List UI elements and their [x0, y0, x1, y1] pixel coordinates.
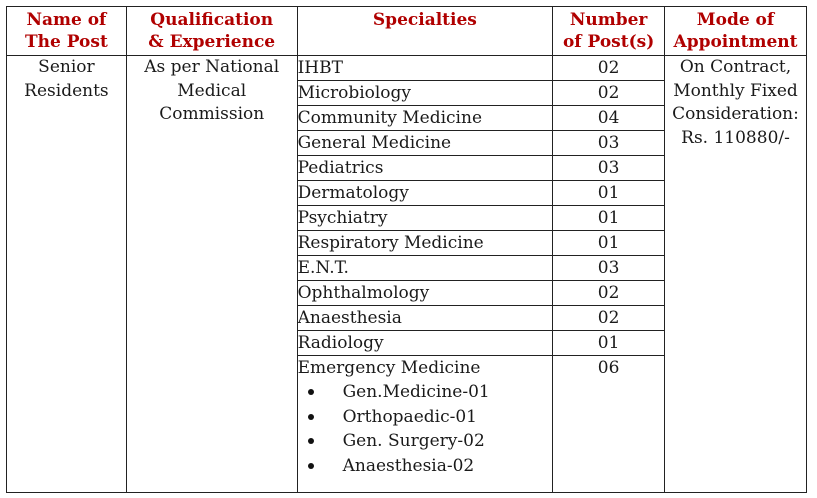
list-item: Anaesthesia-02	[298, 454, 553, 479]
mode-line: Monthly Fixed	[673, 80, 798, 101]
posts-count-cell: 03	[552, 130, 666, 156]
header-mode-of-appointment: Mode of Appointment	[664, 6, 807, 56]
list-item-label: Gen.Medicine-01	[342, 382, 490, 402]
header-line: Number	[569, 10, 648, 30]
table-row: Dermatology 01	[7, 180, 807, 206]
list-item: Orthopaedic-01	[298, 405, 553, 430]
posts-count-cell: 04	[552, 105, 666, 131]
specialty-cell: Psychiatry	[296, 205, 554, 231]
table-row: Ophthalmology 02	[7, 280, 807, 306]
specialty-cell: Radiology	[296, 330, 554, 356]
header-number-of-posts: Number of Post(s)	[552, 6, 666, 56]
table-row: Radiology 01	[7, 330, 807, 356]
post-name-line: Residents	[24, 80, 109, 101]
specialty-cell: Anaesthesia	[296, 305, 554, 331]
posts-count-cell: 03	[552, 155, 666, 181]
header-line: of Post(s)	[562, 32, 655, 52]
emergency-sub-list: Gen.Medicine-01 Orthopaedic-01 Gen. Surg…	[298, 380, 553, 478]
specialty-cell: Dermatology	[296, 180, 554, 206]
table-row-emergency: Emergency Medicine Gen.Medicine-01 Ortho…	[7, 355, 807, 493]
header-line: Name of	[26, 10, 107, 30]
posts-count-cell: 03	[552, 255, 666, 281]
bullet-icon	[307, 462, 314, 469]
specialty-cell: Respiratory Medicine	[296, 230, 554, 256]
header-qualification: Qualification & Experience	[125, 6, 298, 56]
specialty-cell: Pediatrics	[296, 155, 554, 181]
table-row: E.N.T. 03	[7, 255, 807, 281]
qualification-line: Commission	[159, 104, 265, 124]
specialty-cell: Microbiology	[296, 80, 554, 106]
list-item-label: Gen. Surgery-02	[342, 431, 485, 451]
posts-count-cell: 01	[552, 230, 666, 256]
posts-count-cell: 02	[552, 80, 666, 106]
table-row: Microbiology 02	[7, 80, 807, 106]
table-row: General Medicine 03	[7, 130, 807, 156]
bullet-icon	[307, 413, 314, 420]
qualification-cell: As per National Medical Commission	[125, 55, 298, 493]
bullet-icon	[307, 438, 314, 444]
header-line: Mode of	[696, 10, 775, 30]
header-line: Specialties	[372, 10, 477, 30]
list-item-label: Anaesthesia-02	[342, 455, 475, 476]
specialty-cell: General Medicine	[296, 130, 554, 156]
list-item: Gen.Medicine-01	[298, 380, 553, 405]
specialty-cell: Ophthalmology	[296, 280, 554, 306]
posts-count-cell-emergency: 06	[552, 355, 666, 493]
table-row: Senior Residents As per National Medical…	[6, 55, 807, 493]
table-row: Respiratory Medicine 01	[7, 230, 807, 256]
table-row: Psychiatry 01	[7, 205, 807, 231]
header-name-of-post: Name of The Post	[6, 6, 127, 56]
posts-count-cell: 01	[552, 205, 666, 231]
post-name-cell: Senior Residents	[6, 55, 127, 493]
posts-count-cell: 01	[552, 180, 666, 206]
header-specialties: Specialties	[296, 6, 554, 56]
posts-count-cell: 02	[552, 280, 666, 306]
post-name-line: Senior	[38, 57, 95, 77]
qualification-line: As per National	[144, 57, 280, 77]
specialty-cell-emergency: Emergency Medicine Gen.Medicine-01 Ortho…	[296, 355, 554, 493]
specialty-cell: Community Medicine	[296, 105, 554, 131]
posts-count-cell: 02	[552, 305, 666, 331]
header-line: Qualification	[150, 10, 274, 30]
mode-cell: On Contract, Monthly Fixed Consideration…	[664, 55, 807, 493]
table-row: Pediatrics 03	[7, 155, 807, 181]
specialty-cell: E.N.T.	[296, 255, 554, 281]
mode-line: Consideration:	[672, 104, 799, 124]
mode-line: On Contract,	[679, 57, 792, 77]
header-line: Appointment	[673, 32, 798, 52]
header-line: & Experience	[148, 32, 276, 52]
header-row: Name of The Post Qualification & Experie…	[6, 6, 807, 56]
mode-line: Rs. 110880/-	[681, 127, 790, 148]
bullet-icon	[307, 389, 314, 395]
posts-count-cell: 01	[552, 330, 666, 356]
posts-count-cell: 02	[552, 55, 666, 81]
list-item-label: Orthopaedic-01	[342, 406, 477, 427]
specialty-label: Emergency Medicine	[297, 358, 481, 378]
specialty-cell: IHBT	[296, 55, 554, 81]
list-item: Gen. Surgery-02	[298, 429, 553, 454]
qualification-line: Medical	[177, 80, 247, 101]
posts-table: Name of The Post Qualification & Experie…	[6, 6, 807, 493]
header-line: The Post	[24, 32, 108, 52]
